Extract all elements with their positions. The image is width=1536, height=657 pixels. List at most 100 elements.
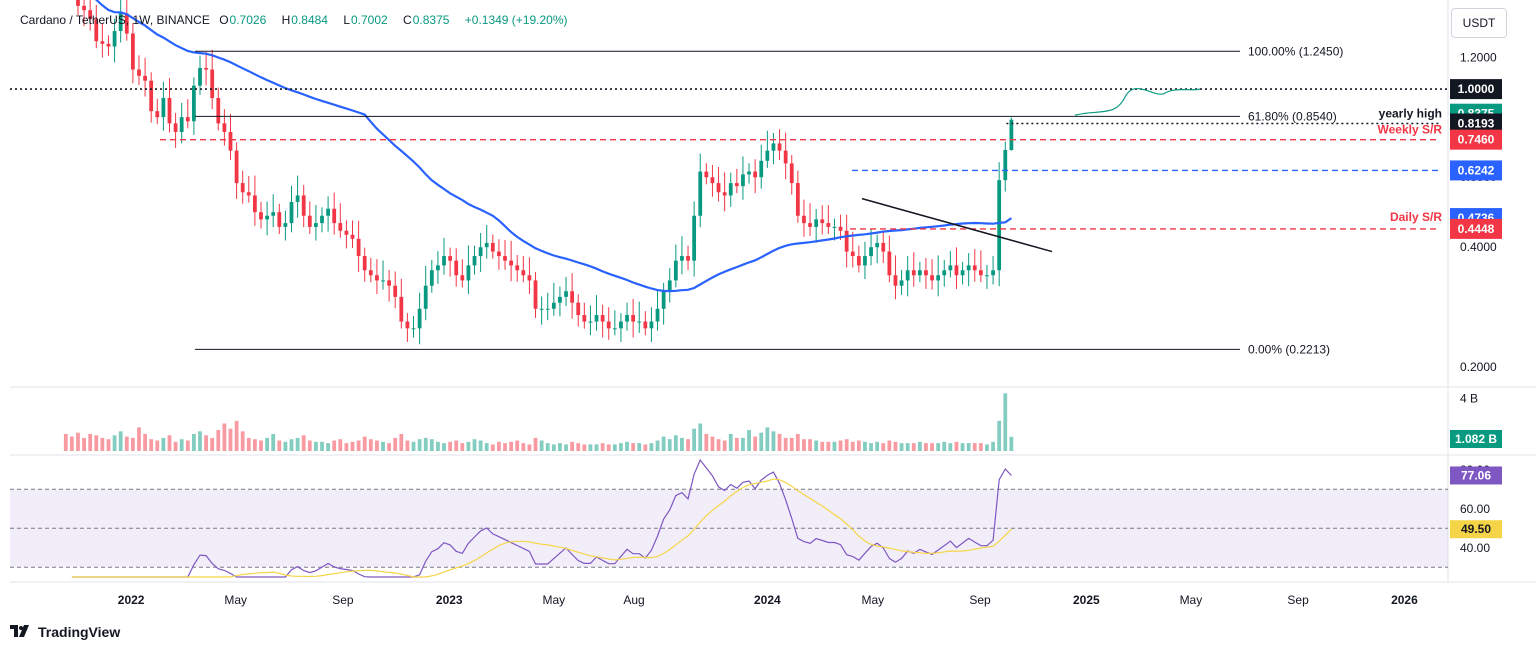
volume-bar xyxy=(710,436,715,451)
volume-bar xyxy=(795,433,800,451)
candle-body xyxy=(673,260,678,281)
candle-body xyxy=(490,242,495,252)
candle-body xyxy=(179,117,184,132)
volume-bar xyxy=(259,440,263,451)
volume-bar xyxy=(210,437,215,451)
legend-change: +0.1349 (+19.20%) xyxy=(464,13,568,27)
price-tick-label: 1.2000 xyxy=(1460,51,1497,65)
volume-bar xyxy=(625,441,629,451)
brand-name: TradingView xyxy=(38,624,121,640)
rsi-band xyxy=(10,489,1448,568)
legend-high-label: H xyxy=(281,13,291,27)
candle-body xyxy=(936,275,941,281)
candle-body xyxy=(924,270,928,276)
volume-bar xyxy=(612,444,617,451)
volume-bar xyxy=(893,441,898,451)
volume-bar xyxy=(82,437,86,451)
volume-bar xyxy=(228,428,233,451)
candle-body xyxy=(253,195,257,213)
candle-body xyxy=(789,163,794,184)
candle-body xyxy=(680,256,684,261)
candle-body xyxy=(137,69,141,76)
volume-bar xyxy=(1003,393,1008,451)
volume-bar xyxy=(533,437,538,451)
volume-bar xyxy=(320,441,324,451)
candle-body xyxy=(307,215,312,227)
volume-bar xyxy=(179,439,184,451)
candle-body xyxy=(149,80,154,112)
candle-body xyxy=(814,219,819,227)
candle-body xyxy=(448,256,453,261)
candle-body xyxy=(850,251,855,257)
tradingview-branding[interactable]: TradingView xyxy=(10,624,120,640)
volume-bar xyxy=(307,440,312,451)
candle-body xyxy=(985,275,989,277)
volume-bar xyxy=(503,443,507,451)
candle-body xyxy=(155,111,160,118)
candle-body xyxy=(911,270,916,276)
volume-bar xyxy=(387,443,392,451)
time-tick-label: May xyxy=(224,593,247,607)
price-badge xyxy=(1450,160,1502,181)
candle-body xyxy=(576,302,581,316)
candle-body xyxy=(667,280,672,292)
candle-body xyxy=(521,270,526,276)
volume-bar xyxy=(680,437,684,451)
candle-body xyxy=(606,321,611,329)
time-tick-label: May xyxy=(861,593,884,607)
candle-body xyxy=(539,308,544,310)
candle-body xyxy=(533,280,538,309)
candle-body xyxy=(362,256,367,271)
candle-body xyxy=(960,270,965,276)
volume-bar xyxy=(460,443,465,451)
volume-bar xyxy=(991,441,995,451)
candle-body xyxy=(747,171,751,175)
time-tick-label: Aug xyxy=(623,593,644,607)
price-badge xyxy=(1450,113,1502,134)
volume-bar xyxy=(167,435,172,451)
candle-body xyxy=(881,242,886,252)
candle-body xyxy=(710,177,715,184)
candle-body xyxy=(795,183,800,216)
candle-body xyxy=(118,13,123,32)
volume-bar xyxy=(466,441,471,451)
volume-bar xyxy=(240,431,245,451)
volume-bar xyxy=(118,431,123,451)
time-tick-label: 2022 xyxy=(118,593,145,607)
candle-body xyxy=(423,285,428,309)
volume-bar xyxy=(161,437,166,451)
volume-bar xyxy=(551,444,556,451)
candle-body xyxy=(820,219,825,224)
candle-body xyxy=(844,230,849,252)
volume-bar xyxy=(405,440,410,451)
candle-body xyxy=(259,212,263,220)
candle-body xyxy=(484,242,489,248)
candle-body xyxy=(356,238,361,257)
candle-body xyxy=(704,171,709,178)
volume-bar xyxy=(411,441,416,451)
volume-bar xyxy=(570,441,575,451)
volume-bar xyxy=(869,443,873,451)
rsi-badge-label: 77.06 xyxy=(1461,468,1491,482)
candle-body xyxy=(863,256,867,266)
candle-body xyxy=(564,291,568,297)
volume-bar xyxy=(734,437,739,451)
candle-body xyxy=(582,315,587,322)
volume-bar xyxy=(509,441,514,451)
currency-button[interactable]: USDT xyxy=(1451,8,1507,38)
volume-bar xyxy=(124,436,129,451)
legend-low: 0.7002 xyxy=(351,13,388,27)
rsi-tick-label: 60.00 xyxy=(1460,502,1490,516)
volume-bar xyxy=(850,441,855,451)
candle-body xyxy=(753,171,758,178)
volume-bar xyxy=(289,439,294,451)
candle-body xyxy=(301,195,306,216)
volume-bar xyxy=(643,444,648,451)
volume-bar xyxy=(332,440,337,451)
volume-bar xyxy=(149,439,154,451)
volume-badge xyxy=(1450,430,1502,448)
legend-open-label: O xyxy=(219,13,229,27)
time-tick-label: Sep xyxy=(332,593,354,607)
